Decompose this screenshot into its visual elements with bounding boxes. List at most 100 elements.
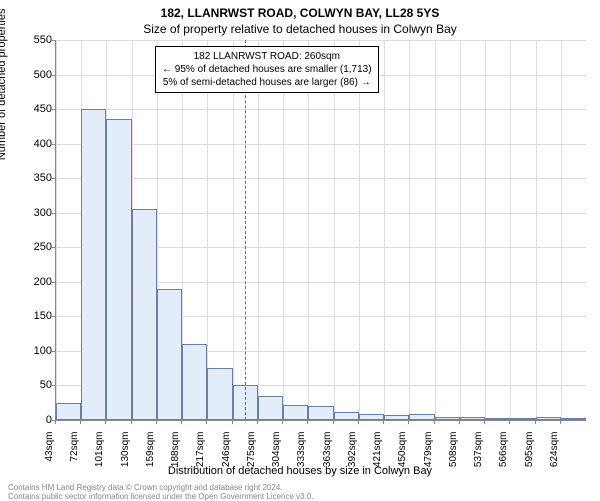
ytick-mark: [51, 316, 55, 317]
histogram-bar: [435, 417, 460, 420]
ytick-label: 200: [12, 276, 52, 288]
xtick-label: 43sqm: [44, 432, 55, 477]
xtick-label: 333sqm: [296, 432, 307, 477]
gridline-v: [207, 40, 208, 420]
annotation-smaller: ← 95% of detached houses are smaller (1,…: [162, 63, 372, 76]
property-size-chart: 182, LLANRWST ROAD, COLWYN BAY, LL28 5YS…: [0, 0, 600, 500]
gridline-v: [308, 40, 309, 420]
xtick-label: 595sqm: [524, 432, 535, 477]
histogram-bar: [106, 119, 131, 420]
gridline-h: [56, 144, 586, 145]
property-marker-line: [245, 40, 246, 420]
ytick-mark: [51, 247, 55, 248]
histogram-bar: [157, 289, 182, 420]
xtick-label: 508sqm: [448, 432, 459, 477]
ytick-label: 150: [12, 310, 52, 322]
xtick-label: 537sqm: [473, 432, 484, 477]
xtick-label: 304sqm: [271, 432, 282, 477]
xtick-mark: [383, 420, 384, 424]
histogram-bar: [308, 406, 333, 420]
xtick-label: 275sqm: [246, 432, 257, 477]
ytick-mark: [51, 282, 55, 283]
xtick-label: 392sqm: [347, 432, 358, 477]
xtick-mark: [459, 420, 460, 424]
xtick-mark: [232, 420, 233, 424]
histogram-bar: [485, 418, 510, 420]
histogram-bar: [359, 414, 384, 420]
annotation-property: 182 LLANRWST ROAD: 260sqm: [162, 50, 372, 63]
gridline-h: [56, 40, 586, 41]
gridline-v: [384, 40, 385, 420]
ytick-label: 100: [12, 345, 52, 357]
xtick-mark: [55, 420, 56, 424]
xtick-label: 479sqm: [423, 432, 434, 477]
ytick-mark: [51, 40, 55, 41]
ytick-mark: [51, 213, 55, 214]
xtick-mark: [434, 420, 435, 424]
xtick-mark: [257, 420, 258, 424]
xtick-mark: [535, 420, 536, 424]
gridline-v: [233, 40, 234, 420]
xtick-label: 217sqm: [195, 432, 206, 477]
gridline-v: [435, 40, 436, 420]
gridline-v: [334, 40, 335, 420]
ytick-label: 250: [12, 241, 52, 253]
gridline-h: [56, 109, 586, 110]
histogram-bar: [132, 209, 157, 420]
histogram-bar: [258, 396, 283, 420]
y-axis-label: Number of detached properties: [0, 9, 8, 161]
ytick-label: 550: [12, 34, 52, 46]
gridline-v: [359, 40, 360, 420]
histogram-bar: [460, 417, 485, 420]
histogram-bar: [56, 403, 81, 420]
gridline-v: [258, 40, 259, 420]
ytick-label: 500: [12, 69, 52, 81]
gridline-v: [283, 40, 284, 420]
xtick-mark: [408, 420, 409, 424]
footer-copyright-1: Contains HM Land Registry data © Crown c…: [8, 483, 283, 492]
ytick-label: 400: [12, 138, 52, 150]
xtick-mark: [509, 420, 510, 424]
xtick-mark: [282, 420, 283, 424]
xtick-label: 421sqm: [372, 432, 383, 477]
gridline-v: [536, 40, 537, 420]
xtick-mark: [131, 420, 132, 424]
xtick-mark: [105, 420, 106, 424]
xtick-label: 130sqm: [120, 432, 131, 477]
histogram-bar: [561, 418, 586, 420]
xtick-mark: [333, 420, 334, 424]
ytick-mark: [51, 75, 55, 76]
ytick-label: 0: [12, 414, 52, 426]
xtick-label: 450sqm: [397, 432, 408, 477]
xtick-mark: [80, 420, 81, 424]
annotation-larger: 5% of semi-detached houses are larger (8…: [162, 76, 372, 89]
ytick-mark: [51, 144, 55, 145]
ytick-mark: [51, 178, 55, 179]
gridline-v: [510, 40, 511, 420]
xtick-label: 72sqm: [69, 432, 80, 477]
xtick-mark: [484, 420, 485, 424]
annotation-box: 182 LLANRWST ROAD: 260sqm ← 95% of detac…: [155, 46, 379, 93]
ytick-label: 350: [12, 172, 52, 184]
xtick-mark: [358, 420, 359, 424]
histogram-bar: [182, 344, 207, 420]
chart-subtitle: Size of property relative to detached ho…: [0, 22, 600, 36]
gridline-v: [561, 40, 562, 420]
histogram-bar: [81, 109, 106, 420]
ytick-label: 50: [12, 379, 52, 391]
xtick-label: 363sqm: [322, 432, 333, 477]
ytick-mark: [51, 385, 55, 386]
ytick-label: 300: [12, 207, 52, 219]
plot-area: [55, 40, 586, 421]
gridline-h: [56, 178, 586, 179]
xtick-mark: [156, 420, 157, 424]
histogram-bar: [409, 414, 434, 420]
ytick-mark: [51, 351, 55, 352]
gridline-v: [485, 40, 486, 420]
histogram-bar: [510, 418, 535, 420]
histogram-bar: [283, 405, 308, 420]
gridline-v: [409, 40, 410, 420]
ytick-label: 450: [12, 103, 52, 115]
histogram-bar: [334, 412, 359, 420]
histogram-bar: [207, 368, 232, 420]
